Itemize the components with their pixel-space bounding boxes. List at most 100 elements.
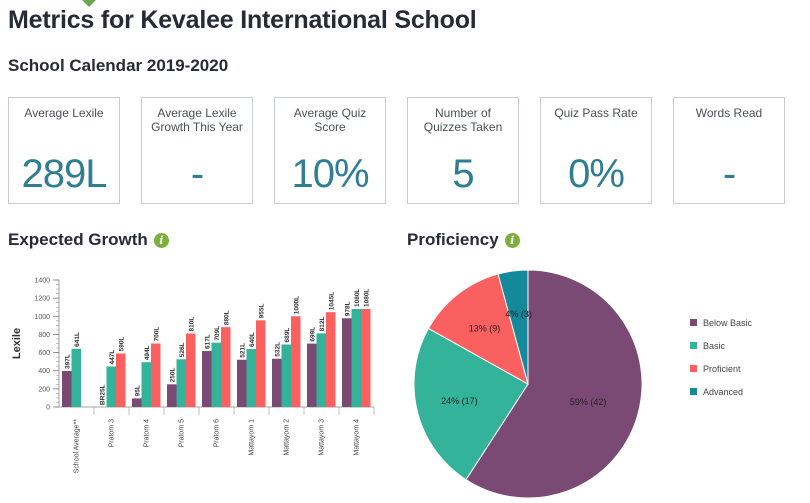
bar-data-label: 95L <box>134 385 141 396</box>
legend-item-advanced[interactable]: Advanced <box>690 380 752 403</box>
card-value: 5 <box>452 152 474 196</box>
card-value: 289L <box>21 152 108 196</box>
card-number-of-quizzes: Number of Quizzes Taken 5 <box>407 97 519 204</box>
card-value: - <box>722 152 736 196</box>
proficiency-heading: Proficiency i <box>407 230 520 250</box>
proficiency-title: Proficiency <box>407 230 499 249</box>
card-quiz-pass-rate: Quiz Pass Rate 0% <box>540 97 652 204</box>
y-tick-label: 1200 <box>34 296 50 303</box>
bar <box>106 366 116 407</box>
card-value: 0% <box>568 152 625 196</box>
bar <box>272 358 282 407</box>
calendar-subtitle: School Calendar 2019-2020 <box>8 56 229 75</box>
y-tick-label: 1400 <box>34 278 50 285</box>
legend-swatch <box>690 365 697 372</box>
y-tick-label: 400 <box>38 368 50 375</box>
x-category-label: Mattayom 2 <box>284 419 291 456</box>
expected-growth-heading: Expected Growth i <box>8 230 169 250</box>
card-label: Number of Quizzes Taken <box>423 106 503 134</box>
header-accent-notch <box>82 0 96 7</box>
bar-data-label: 494L <box>144 345 151 360</box>
bar-data-label: 1080L <box>354 289 361 307</box>
proficiency-legend: Below Basic Basic Proficient Advanced <box>690 311 752 403</box>
bar <box>221 327 231 407</box>
bar-data-label: 641L <box>74 332 81 347</box>
bar <box>291 316 301 407</box>
bar-data-label: 617L <box>204 334 211 349</box>
legend-swatch <box>690 388 697 395</box>
bar <box>167 384 177 407</box>
bar-data-label: 709L <box>214 326 221 341</box>
bar <box>186 333 196 407</box>
legend-item-basic[interactable]: Basic <box>690 334 752 357</box>
x-category-label: Mattayom 3 <box>319 419 326 456</box>
x-category-label: Mattayom 4 <box>354 419 361 456</box>
bar <box>281 344 291 407</box>
info-icon[interactable]: i <box>504 232 520 248</box>
bar <box>237 359 247 407</box>
card-label: Average Quiz Score <box>293 106 367 134</box>
pie-slice-label: 59% (42) <box>570 397 607 407</box>
card-value: - <box>190 152 204 196</box>
expected-growth-chart: Lexile 0 200 400 600 800 1000 1200 1400 School Av… <box>11 278 375 474</box>
bar <box>246 348 256 407</box>
y-tick-label: 1000 <box>34 314 50 321</box>
bar <box>307 343 317 407</box>
bar-data-label: 447L <box>109 350 116 365</box>
proficiency-pie-chart: 59% (42) 24% (17) 13% (9) 4% (3) <box>413 269 643 499</box>
bar-data-label: 689L <box>284 328 291 343</box>
bar-data-label: 1080L <box>363 289 370 307</box>
card-average-quiz-score: Average Quiz Score 10% <box>274 97 386 204</box>
bar-data-label: 700L <box>153 327 160 342</box>
y-axis-label: Lexile <box>11 328 23 359</box>
bar-data-label: 955L <box>258 304 265 319</box>
bar <box>71 348 81 407</box>
bar <box>211 342 221 407</box>
legend-item-below-basic[interactable]: Below Basic <box>690 311 752 334</box>
legend-item-proficient[interactable]: Proficient <box>690 357 752 380</box>
legend-swatch <box>690 319 697 326</box>
card-label: Average Lexile <box>24 106 104 120</box>
card-value: 10% <box>291 152 369 196</box>
x-category-label: School Average** <box>74 419 81 474</box>
bar-data-label: 397L <box>64 354 71 369</box>
expected-growth-title: Expected Growth <box>8 230 148 249</box>
bar <box>141 362 151 407</box>
pie-slice-label: 4% (3) <box>505 309 532 319</box>
pie-slice-label: 13% (9) <box>469 323 501 333</box>
y-tick-label: 200 <box>38 386 50 393</box>
bar <box>151 343 161 407</box>
bar <box>316 333 326 407</box>
bar <box>116 353 126 407</box>
card-label: Quiz Pass Rate <box>554 106 638 120</box>
x-category-label: Pratom 6 <box>214 419 221 448</box>
bar-data-label: 810L <box>188 317 195 332</box>
y-tick-label: 0 <box>46 405 50 412</box>
bar <box>361 309 371 407</box>
pie-slice-label: 24% (17) <box>441 396 478 406</box>
bar-data-label: BR25L <box>99 384 106 405</box>
legend-label: Proficient <box>703 363 741 374</box>
x-category-label: Pratom 3 <box>109 419 116 448</box>
bar-data-label: 812L <box>319 316 326 331</box>
bar <box>202 351 212 407</box>
bar <box>342 318 352 407</box>
x-category-label: Pratom 4 <box>144 419 151 448</box>
info-icon[interactable]: i <box>153 232 169 248</box>
bar-data-label: 880L <box>223 310 230 325</box>
bar-data-label: 640L <box>249 332 256 347</box>
bar <box>132 398 142 407</box>
card-average-lexile-growth: Average Lexile Growth This Year - <box>141 97 253 204</box>
bar-data-label: 978L <box>344 301 351 316</box>
legend-swatch <box>690 342 697 349</box>
bar <box>326 312 336 407</box>
bar-data-label: 526L <box>179 342 186 357</box>
pie-slice <box>465 269 643 499</box>
bar-data-label: 521L <box>239 343 246 358</box>
x-category-label: Pratom 5 <box>179 419 186 448</box>
legend-label: Advanced <box>703 386 744 397</box>
bar <box>256 320 266 407</box>
x-category-label: Mattayom 1 <box>249 419 256 456</box>
legend-label: Below Basic <box>703 317 753 328</box>
bar-data-label: 250L <box>169 367 176 382</box>
